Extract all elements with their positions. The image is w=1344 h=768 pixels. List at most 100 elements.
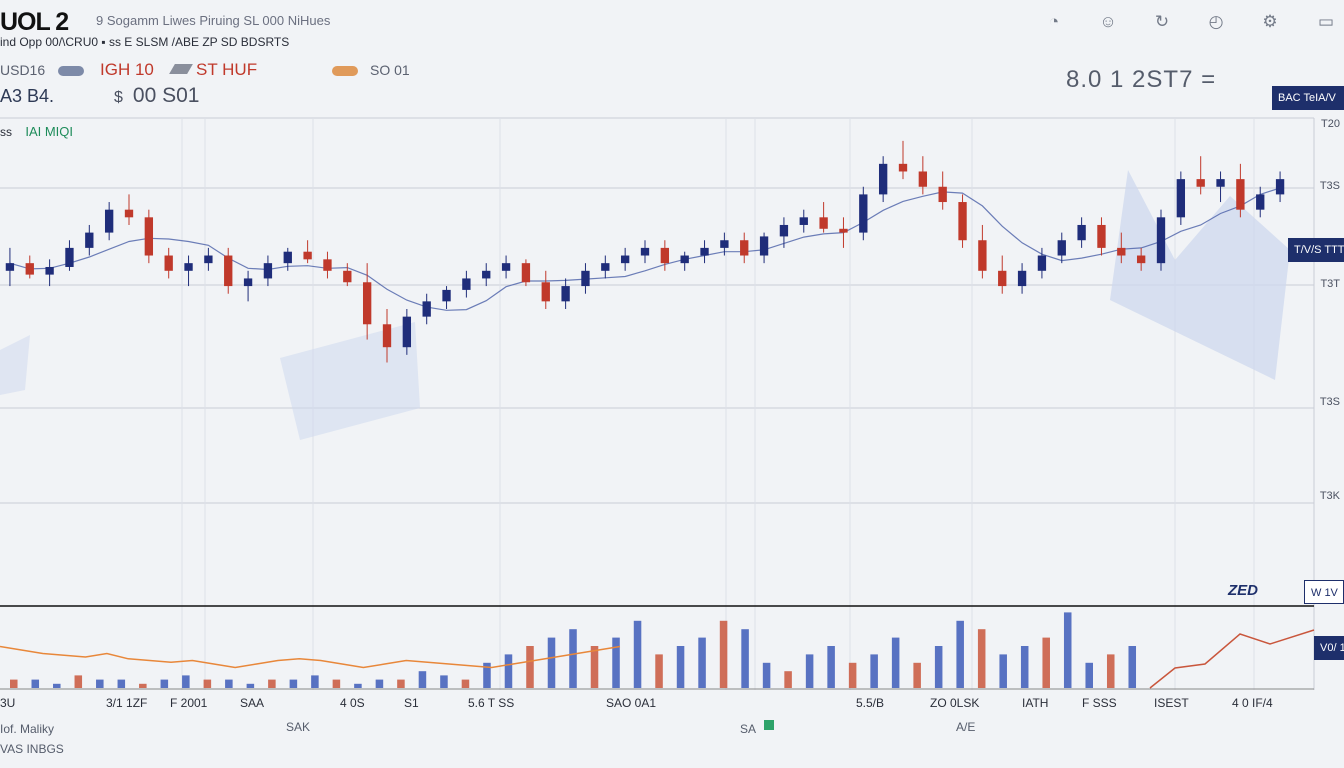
symbol-subtitle: 9 Sogamm Liwes Piruing SL 000 NiHues — [96, 13, 331, 28]
volume-bar — [440, 675, 448, 688]
candle-body — [263, 263, 273, 279]
volume-bar — [311, 675, 319, 688]
candle-body — [1077, 224, 1086, 241]
candle-body — [978, 240, 987, 271]
candle-body — [25, 263, 34, 275]
candle-body — [1136, 255, 1146, 264]
timer-icon[interactable]: ◴ — [1208, 12, 1224, 31]
candle-body — [720, 240, 729, 248]
candle-body — [700, 247, 709, 256]
volume-bar — [569, 629, 577, 688]
candle-body — [799, 217, 808, 225]
currency-label[interactable]: USD16 — [0, 62, 46, 78]
candle-body — [1037, 255, 1047, 271]
candle-body — [998, 270, 1007, 287]
time-label: F SSS — [1082, 696, 1117, 710]
price-label: T20 — [1321, 118, 1340, 130]
candle-body — [1057, 240, 1066, 256]
candle-body — [1256, 194, 1265, 210]
chart-bands — [0, 170, 1290, 440]
volume-bar — [526, 646, 534, 688]
candle-body — [144, 217, 154, 256]
settings-icon[interactable]: ⚙ — [1262, 12, 1278, 31]
volume-bar — [504, 654, 513, 688]
smile-icon[interactable]: ☺ — [1099, 12, 1117, 31]
status-icon — [764, 720, 774, 730]
candle-body — [442, 289, 451, 302]
candle-body — [501, 263, 511, 271]
price-tag-current[interactable]: T/V/S TTT — [1288, 238, 1344, 262]
volume-bar — [655, 654, 663, 688]
candle-body — [620, 255, 630, 264]
refresh-icon[interactable]: ↻ — [1154, 12, 1170, 31]
shaded-band — [0, 335, 30, 395]
volume-bar — [633, 620, 642, 688]
moving-average — [9, 187, 1281, 311]
volume-bar — [612, 637, 620, 688]
footer-label: Iof. Maliky — [0, 722, 55, 736]
candle-body — [303, 251, 312, 260]
change-label: IGH 10 — [100, 60, 154, 79]
footer-mid-label: A/E — [956, 720, 976, 734]
candle-body — [402, 316, 412, 348]
volume-bar — [719, 620, 728, 688]
candle-body — [601, 263, 610, 271]
candle-body — [779, 224, 789, 237]
candle-body — [85, 232, 94, 248]
volume-bar — [1106, 654, 1115, 688]
price-tag-low[interactable]: W 1V — [1304, 580, 1344, 604]
candle-body — [878, 163, 888, 195]
candle-body — [283, 251, 292, 264]
time-label: 3/1 1ZF — [106, 696, 148, 710]
symbol-meta: ind Opp 00/\CRU0 ▪ ss E SLSM /ABE ZP SD … — [0, 35, 290, 49]
volume-bar — [53, 683, 61, 688]
time-label: 5.6 T SS — [468, 696, 515, 710]
oscillator-line — [0, 645, 621, 669]
volume-bar — [999, 654, 1007, 688]
time-label: ISEST — [1154, 696, 1189, 710]
time-label: 3U — [0, 696, 16, 710]
volume-bar — [891, 637, 900, 688]
volume-bar — [483, 662, 491, 688]
price-label: T3K — [1319, 490, 1340, 502]
pair-label: A3 B4. — [0, 86, 55, 106]
shaded-band — [280, 322, 420, 440]
ma-line — [9, 187, 1281, 311]
oscillator-label[interactable]: SO 01 — [370, 62, 410, 78]
volume-bar — [10, 679, 18, 688]
volume-bar — [225, 679, 233, 688]
candle-body — [382, 324, 392, 348]
volume-bar — [934, 646, 943, 688]
layout-icon[interactable]: ▭ — [1317, 12, 1335, 31]
volume-bar — [848, 662, 857, 688]
candle-body — [124, 209, 134, 218]
volume-bar — [698, 637, 706, 688]
volume-bar — [31, 679, 40, 688]
clock-icon[interactable]: ◔ — [1048, 12, 1060, 31]
volume-bar — [375, 679, 384, 688]
price-tag-top[interactable]: BAC TeIA/V — [1272, 86, 1344, 110]
time-label: 4 0S — [340, 696, 365, 710]
candle-body — [819, 217, 828, 229]
volume-bar — [784, 671, 792, 688]
volume-bar — [741, 629, 749, 688]
shaded-band — [1110, 170, 1290, 380]
candle-body — [680, 255, 689, 264]
indicator-value: IAI MIQI — [25, 124, 74, 139]
osc-tag[interactable]: V0/ 1V — [1314, 636, 1344, 660]
time-label: S1 — [404, 696, 419, 710]
timeframe-label[interactable]: ST HUF — [196, 60, 258, 79]
candle-body — [462, 278, 471, 290]
candle-body — [1275, 179, 1285, 195]
candle-series — [5, 140, 1285, 363]
big-price: 8.0 1 2ST7 = — [1066, 66, 1217, 93]
volume-bar — [1042, 637, 1050, 688]
volume-bar — [547, 637, 556, 688]
candle-body — [521, 263, 531, 283]
candle-body — [839, 228, 848, 233]
candle-body — [938, 186, 947, 203]
candle-body — [343, 270, 352, 283]
candle-body — [164, 255, 173, 271]
